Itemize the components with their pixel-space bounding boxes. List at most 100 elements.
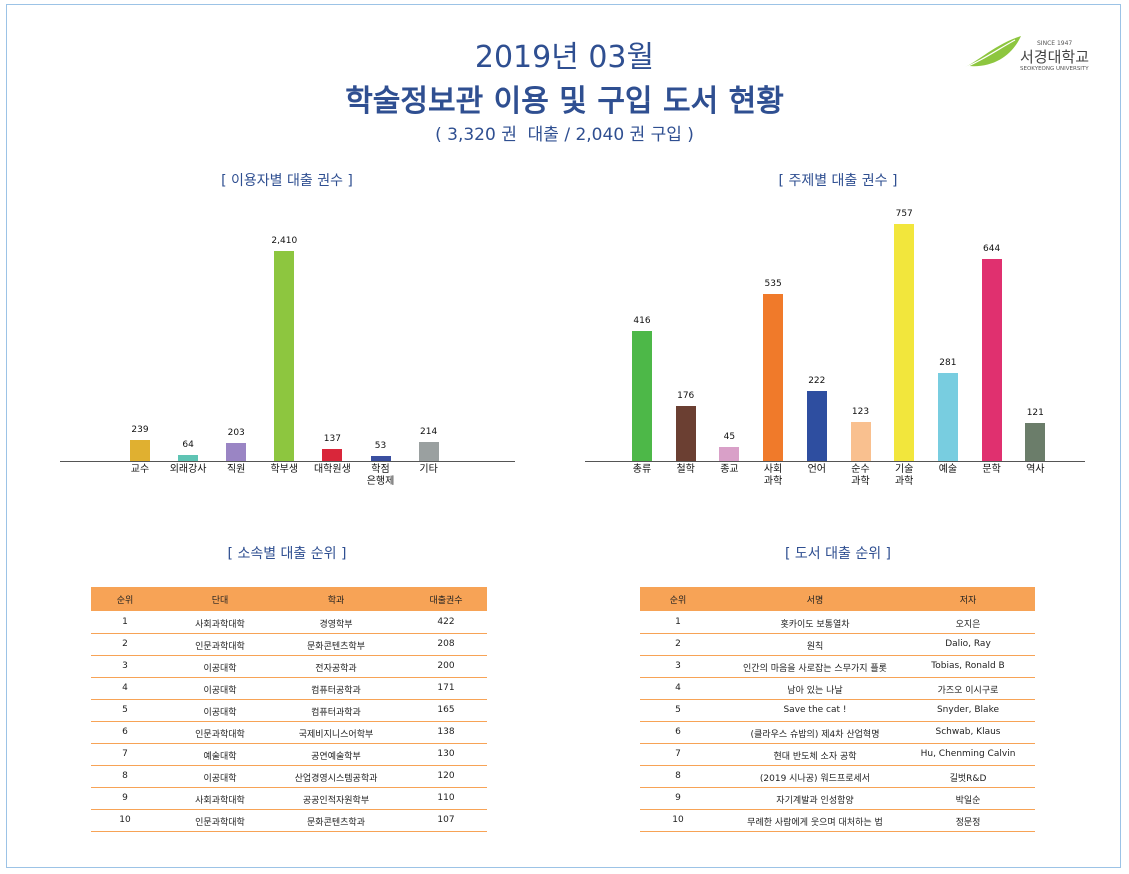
x-tick-label: 학부생 xyxy=(270,464,299,475)
table-cell: 사회과학대학 xyxy=(195,796,245,806)
table-cell: Snyder, Blake xyxy=(936,705,1000,715)
table-cell: 가즈오 이시구로 xyxy=(937,686,999,696)
row-separator xyxy=(91,809,487,810)
bar xyxy=(763,293,784,461)
column-header: 저자 xyxy=(959,596,977,606)
logo-name: 서경대학교 xyxy=(1020,48,1090,66)
logo-english: SEOKYEONG UNIVERSITY xyxy=(1020,66,1089,72)
table-cell: 이공대학 xyxy=(203,708,237,718)
x-tick-label: 교수 xyxy=(130,464,150,475)
value-label: 121 xyxy=(1026,408,1044,419)
table-cell: 이공대학 xyxy=(203,664,237,674)
bar xyxy=(274,251,295,461)
table-cell: 문화콘텐츠학부 xyxy=(307,642,365,652)
table-cell: 산업경영시스템공학과 xyxy=(294,774,378,784)
title-line-2: 학술정보관 이용 및 구입 도서 현황 xyxy=(345,84,784,119)
column-header: 학과 xyxy=(327,596,345,606)
column-header: 서명 xyxy=(806,596,824,606)
table-cell: 2 xyxy=(122,639,128,649)
row-separator xyxy=(640,787,1035,788)
chart-title: [ 주제별 대출 권수 ] xyxy=(778,173,898,189)
value-label: 416 xyxy=(633,315,651,326)
table-header xyxy=(91,587,487,611)
x-axis xyxy=(60,461,515,462)
value-label: 137 xyxy=(323,434,341,445)
bar xyxy=(850,422,871,461)
subtitle: ( 3,320 권 대출 / 2,040 권 구입 ) xyxy=(435,125,694,145)
row-separator xyxy=(91,699,487,700)
table-cell: 남아 있는 나날 xyxy=(787,686,843,696)
table-cell: 전자공학과 xyxy=(315,664,357,674)
column-header: 순위 xyxy=(669,596,687,606)
table-cell: Hu, Chenming Calvin xyxy=(920,749,1016,759)
table-cell: 공공인적자원학부 xyxy=(302,796,370,806)
value-label: 64 xyxy=(182,440,194,451)
table-cell: 208 xyxy=(437,639,455,649)
table-cell: 2 xyxy=(675,639,681,649)
row-separator xyxy=(91,743,487,744)
table-cell: 자기계발과 인성함양 xyxy=(776,796,854,806)
table-cell: 무례한 사람에게 웃으며 대처하는 법 xyxy=(747,818,883,828)
row-separator xyxy=(640,633,1035,634)
x-tick-label: 기술 과학 xyxy=(894,464,914,487)
table-cell: 국제비지니스어학부 xyxy=(298,730,374,740)
table-cell: 138 xyxy=(437,727,455,737)
bar xyxy=(806,391,827,461)
chart-title: [ 이용자별 대출 권수 ] xyxy=(221,173,353,189)
x-axis xyxy=(585,461,1085,462)
row-separator xyxy=(91,677,487,678)
x-tick-label: 철학 xyxy=(676,464,695,475)
bar xyxy=(418,442,439,461)
table-cell: 컴퓨터공학과 xyxy=(311,686,361,696)
table-cell: Tobias, Ronald B xyxy=(931,661,1005,671)
value-label: 222 xyxy=(808,376,826,387)
table-title: [ 소속별 대출 순위 ] xyxy=(227,546,347,562)
bar xyxy=(981,259,1002,461)
value-label: 214 xyxy=(420,427,438,438)
table-cell: 1 xyxy=(122,617,128,627)
value-label: 53 xyxy=(374,441,387,452)
value-label: 535 xyxy=(764,278,782,289)
row-separator xyxy=(91,721,487,722)
row-separator xyxy=(640,677,1035,678)
table-cell: 3 xyxy=(675,661,681,671)
table-cell: 9 xyxy=(122,793,128,803)
x-tick-label: 예술 xyxy=(938,464,958,475)
bar xyxy=(370,456,391,461)
x-tick-label: 사회 과학 xyxy=(763,464,783,487)
table-cell: 문화콘텐츠학과 xyxy=(307,818,365,828)
value-label: 203 xyxy=(227,428,245,439)
table-cell: Schwab, Klaus xyxy=(935,727,1001,737)
table-cell: 인문과학대학 xyxy=(195,642,245,652)
x-tick-label: 기타 xyxy=(419,464,438,475)
table-cell: 오지은 xyxy=(955,620,981,630)
row-separator xyxy=(91,787,487,788)
row-separator xyxy=(640,721,1035,722)
row-separator xyxy=(640,809,1035,810)
row-separator xyxy=(91,765,487,766)
row-separator xyxy=(640,699,1035,700)
table-cell: 130 xyxy=(437,749,455,759)
bar xyxy=(1025,423,1046,461)
x-tick-label: 순수 과학 xyxy=(851,464,870,487)
table-cell: 길벗R&D xyxy=(949,774,987,784)
row-separator xyxy=(640,831,1035,832)
value-label: 176 xyxy=(677,390,695,401)
x-tick-label: 역사 xyxy=(1026,464,1045,475)
x-tick-label: 직원 xyxy=(226,464,246,475)
table-cell: (클라우스 슈밥의) 제4차 산업혁명 xyxy=(750,730,880,740)
value-label: 239 xyxy=(131,425,149,436)
x-tick-label: 학점 은행제 xyxy=(366,464,395,487)
row-separator xyxy=(640,655,1035,656)
table-cell: 7 xyxy=(675,749,681,759)
logo-since: SINCE 1947 xyxy=(1037,40,1073,47)
row-separator xyxy=(91,633,487,634)
table-cell: 8 xyxy=(122,771,128,781)
bar xyxy=(719,446,740,461)
table-cell: 컴퓨터과학과 xyxy=(311,708,361,718)
table-header xyxy=(640,587,1035,611)
table-cell: 정문정 xyxy=(955,818,981,828)
table-cell: 현대 반도체 소자 공학 xyxy=(773,752,857,762)
frame xyxy=(6,4,1121,868)
